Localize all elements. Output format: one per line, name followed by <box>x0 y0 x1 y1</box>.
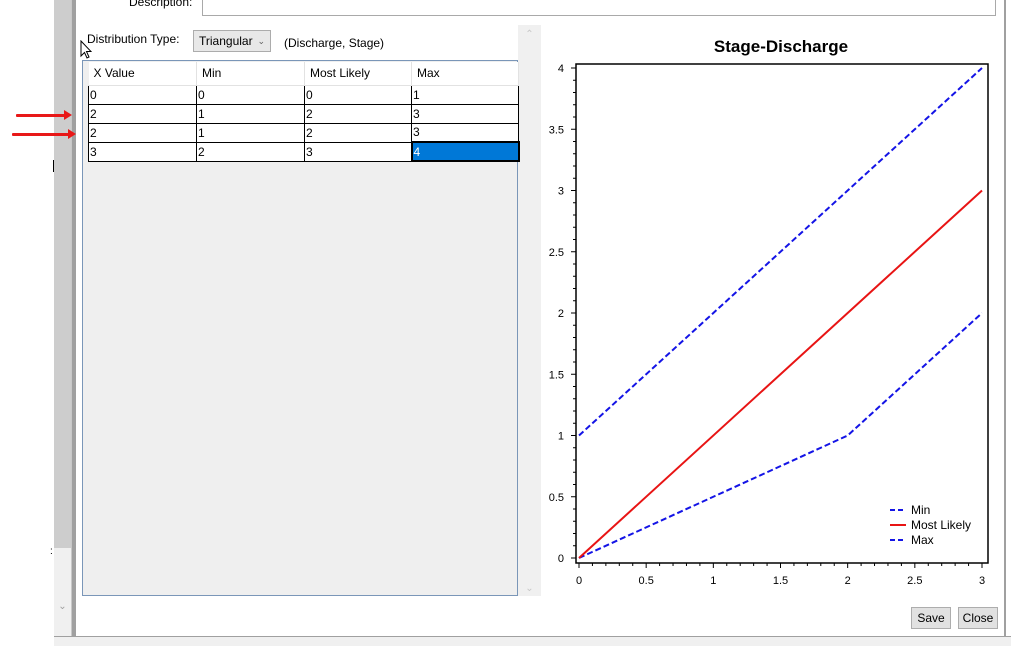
grid-scrollbar[interactable]: ⌃ ⌄ <box>518 25 541 596</box>
distribution-type-dropdown[interactable]: Triangular ⌄ <box>193 30 271 52</box>
legend-min: Min <box>911 503 930 517</box>
cell-max[interactable]: 3 <box>411 103 519 124</box>
cell-min[interactable]: 0 <box>196 84 305 105</box>
outer-scrollbar-thumb[interactable] <box>54 0 71 548</box>
chevron-down-icon[interactable]: ⌄ <box>58 601 67 612</box>
distribution-type-label: Distribution Type: <box>87 32 180 46</box>
separator-mark: : <box>50 546 53 557</box>
series-line-min <box>578 312 983 559</box>
svg-text:1.5: 1.5 <box>773 575 788 587</box>
legend-most-likely: Most Likely <box>911 518 971 532</box>
cell-min[interactable]: 1 <box>196 122 305 143</box>
series-lines <box>578 67 983 559</box>
svg-text:2.5: 2.5 <box>549 247 564 259</box>
svg-text:3: 3 <box>979 575 985 587</box>
svg-text:1: 1 <box>558 431 564 443</box>
column-header-x-value[interactable]: X Value <box>88 62 197 86</box>
axis-caption: (Discharge, Stage) <box>284 36 385 50</box>
cell-max[interactable]: 3 <box>411 122 519 143</box>
svg-text:2: 2 <box>845 575 851 587</box>
svg-text:0: 0 <box>576 575 582 587</box>
chevron-down-icon: ⌄ <box>257 36 265 46</box>
column-header-most-likely[interactable]: Most Likely <box>304 62 412 86</box>
cell-x-value[interactable]: 2 <box>88 122 197 143</box>
table-row: 2 1 2 3 <box>88 103 519 124</box>
svg-text:0.5: 0.5 <box>549 492 564 504</box>
window-border <box>1004 0 1006 636</box>
svg-text:1.5: 1.5 <box>549 369 564 381</box>
svg-text:2.5: 2.5 <box>907 575 922 587</box>
window-border <box>54 636 1011 637</box>
svg-text:1: 1 <box>710 575 716 587</box>
chart-title: Stage-Discharge <box>713 37 849 56</box>
text-caret <box>53 160 54 172</box>
series-line-max <box>578 67 983 437</box>
legend-max: Max <box>911 533 934 547</box>
chevron-down-icon[interactable]: ⌄ <box>525 583 534 594</box>
cell-most-likely[interactable]: 2 <box>304 122 412 143</box>
svg-text:3: 3 <box>558 186 564 198</box>
panel-splitter[interactable] <box>71 0 76 636</box>
cell-max-selected[interactable]: 4 <box>410 141 520 162</box>
data-grid: X Value Min Most Likely Max 0 0 0 1 2 1 … <box>88 62 520 162</box>
plot-frame <box>575 63 989 564</box>
cell-most-likely[interactable]: 3 <box>304 141 412 162</box>
cell-x-value[interactable]: 2 <box>88 103 197 124</box>
chart-panel <box>541 25 1004 596</box>
svg-text:0.5: 0.5 <box>639 575 654 587</box>
description-input[interactable] <box>202 0 996 16</box>
annotation-arrow-icon <box>16 110 72 120</box>
chevron-up-icon[interactable]: ⌃ <box>525 29 534 40</box>
cell-most-likely[interactable]: 2 <box>304 103 412 124</box>
cell-max[interactable]: 1 <box>411 84 519 105</box>
legend: Min Most Likely Max <box>890 503 971 547</box>
x-axis: 0 0.5 1 1.5 2 2.5 3 <box>576 563 985 587</box>
series-line-most-likely <box>578 189 983 559</box>
status-strip <box>54 637 1011 646</box>
y-axis: 0 0.5 1 1.5 2 2.5 3 3.5 4 <box>549 63 576 565</box>
description-label: Description: <box>129 0 193 9</box>
annotation-arrow-icon <box>12 129 76 139</box>
svg-text:3.5: 3.5 <box>549 124 564 136</box>
table-row: 2 1 2 3 <box>88 122 519 143</box>
cell-most-likely[interactable]: 0 <box>304 84 412 105</box>
column-header-max[interactable]: Max <box>411 62 519 86</box>
distribution-type-value: Triangular <box>199 34 253 48</box>
svg-text:0: 0 <box>558 553 564 565</box>
close-button[interactable]: Close <box>958 607 998 629</box>
stage-discharge-chart: 0 0.5 1 1.5 2 2.5 3 3.5 4 0 0.5 1 1.5 2 2.5 3 Min Most… <box>549 63 989 587</box>
cell-x-value[interactable]: 3 <box>88 141 197 162</box>
svg-text:2: 2 <box>558 308 564 320</box>
mouse-cursor-icon <box>80 40 92 59</box>
cell-min[interactable]: 1 <box>196 103 305 124</box>
table-row: 3 2 3 4 <box>88 141 520 162</box>
save-button[interactable]: Save <box>911 607 951 629</box>
cell-x-value[interactable]: 0 <box>88 84 197 105</box>
svg-text:4: 4 <box>558 63 564 75</box>
column-header-min[interactable]: Min <box>196 62 305 86</box>
cell-min[interactable]: 2 <box>196 141 305 162</box>
table-row: 0 0 0 1 <box>88 84 519 105</box>
